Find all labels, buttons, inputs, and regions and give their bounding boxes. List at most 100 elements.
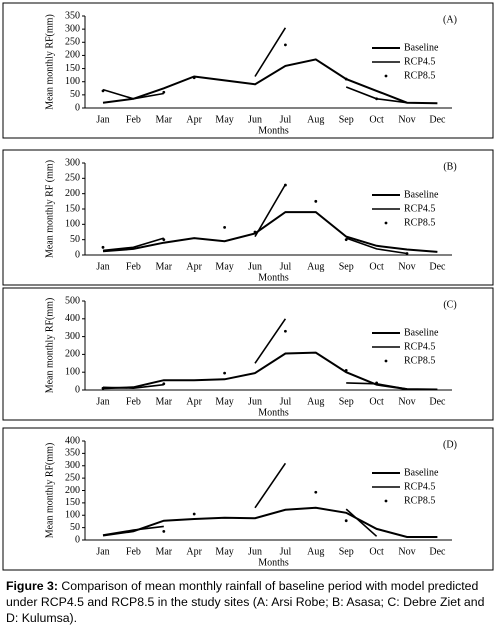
series-marker — [284, 43, 287, 47]
series-marker — [192, 76, 196, 80]
series-line — [102, 506, 438, 538]
series-marker — [192, 512, 196, 516]
x-tick-label: Nov — [398, 114, 415, 125]
x-tick-label: Feb — [126, 261, 141, 272]
x-tick-label: Sep — [339, 396, 354, 407]
x-tick-label: Jan — [96, 546, 109, 557]
y-axis-label: Mean monthly RF(mm) — [44, 443, 55, 539]
legend-label: RCP8.5 — [404, 355, 435, 366]
x-tick-label: Feb — [126, 396, 141, 407]
caption: Figure 3: Comparison of mean monthly rai… — [6, 578, 491, 626]
series-marker — [405, 252, 409, 255]
series-line — [102, 58, 438, 105]
x-axis-label: Months — [258, 125, 289, 136]
series-marker — [344, 369, 348, 372]
x-tick-label: Sep — [339, 261, 354, 272]
y-tick-label: 250 — [65, 173, 80, 184]
panel: 0 50 100 150 200 250 300 350 Jan Feb Mar Apr May Jun J… — [2, 2, 494, 139]
y-tick-label: 200 — [65, 349, 80, 360]
series-marker — [162, 238, 166, 242]
panel-title: (C) — [443, 299, 456, 310]
x-axis-label: Months — [258, 557, 289, 568]
y-tick-label: 250 — [65, 472, 80, 483]
panel-title: (A) — [443, 14, 457, 25]
panel-frame — [2, 2, 494, 139]
x-tick-label: Dec — [429, 114, 446, 125]
y-tick-label: 50 — [70, 89, 80, 100]
x-tick-label: Apr — [186, 114, 202, 125]
series-marker — [344, 238, 348, 242]
series-marker — [162, 90, 166, 94]
y-tick-label: 50 — [70, 234, 80, 245]
x-tick-label: Oct — [369, 546, 384, 557]
x-tick-label: Sep — [339, 546, 354, 557]
x-tick-label: Oct — [369, 396, 384, 407]
legend-label: Baseline — [404, 467, 439, 478]
y-tick-label: 500 — [65, 295, 80, 306]
x-tick-label: Dec — [429, 396, 446, 407]
x-axis-label: Months — [258, 272, 289, 283]
series-marker — [223, 226, 227, 229]
y-tick-label: 200 — [65, 188, 80, 199]
x-tick-label: Apr — [186, 396, 202, 407]
x-tick-label: Jan — [96, 396, 109, 407]
legend-label: RCP8.5 — [404, 70, 435, 81]
series-marker — [284, 183, 287, 187]
x-tick-label: Mar — [155, 396, 172, 407]
y-tick-label: 100 — [65, 366, 80, 377]
x-tick-label: Apr — [186, 261, 202, 272]
x-tick-label: Jul — [280, 396, 292, 407]
y-tick-label: 100 — [65, 219, 80, 230]
panel-frame — [2, 149, 494, 286]
x-tick-label: Dec — [429, 261, 446, 272]
y-tick-label: 350 — [65, 10, 80, 21]
panel-frame — [2, 427, 494, 571]
y-axis-label: Mean monthly RF (mm) — [44, 160, 55, 258]
series-marker — [101, 386, 105, 390]
x-tick-label: May — [215, 114, 233, 125]
y-tick-label: 200 — [65, 50, 80, 61]
y-tick-label: 250 — [65, 37, 80, 48]
y-tick-label: 0 — [75, 384, 80, 395]
y-tick-label: 300 — [65, 460, 80, 471]
series-marker — [162, 529, 166, 533]
y-tick-label: 100 — [65, 76, 80, 87]
legend-marker — [384, 221, 388, 225]
series-marker — [314, 490, 318, 494]
series-marker — [101, 245, 105, 249]
series-marker — [344, 519, 348, 523]
series-marker — [314, 199, 318, 203]
series-marker — [162, 382, 166, 386]
panel: 0 100 200 300 400 500 Jan Feb Mar Apr May Jun Jul Aug… — [2, 287, 494, 421]
y-tick-label: 400 — [65, 313, 80, 324]
legend-label: Baseline — [404, 327, 439, 338]
x-tick-label: Jun — [248, 396, 262, 407]
x-tick-label: Aug — [307, 546, 324, 557]
series-line — [102, 211, 438, 253]
x-tick-label: Oct — [369, 261, 384, 272]
y-tick-label: 200 — [65, 485, 80, 496]
legend-label: RCP4.5 — [404, 56, 435, 67]
y-axis-label: Mean monthly RF(mm) — [44, 298, 55, 394]
x-tick-label: Aug — [307, 114, 324, 125]
series-line — [102, 351, 438, 391]
legend-label: RCP4.5 — [404, 481, 435, 492]
series-line — [102, 184, 408, 255]
series-marker — [344, 77, 348, 81]
y-tick-label: 50 — [70, 522, 80, 533]
x-tick-label: Aug — [307, 396, 324, 407]
y-tick-label: 300 — [65, 23, 80, 34]
x-tick-label: Oct — [369, 114, 384, 125]
legend-label: RCP4.5 — [404, 203, 435, 214]
x-tick-label: Apr — [186, 546, 202, 557]
series-marker — [101, 89, 105, 93]
x-tick-label: Mar — [155, 546, 172, 557]
x-tick-label: Dec — [429, 546, 446, 557]
y-axis-label: Mean monthly RF(mm) — [44, 14, 55, 110]
x-tick-label: Sep — [339, 114, 354, 125]
x-tick-label: Nov — [398, 546, 415, 557]
legend-marker — [384, 499, 388, 503]
